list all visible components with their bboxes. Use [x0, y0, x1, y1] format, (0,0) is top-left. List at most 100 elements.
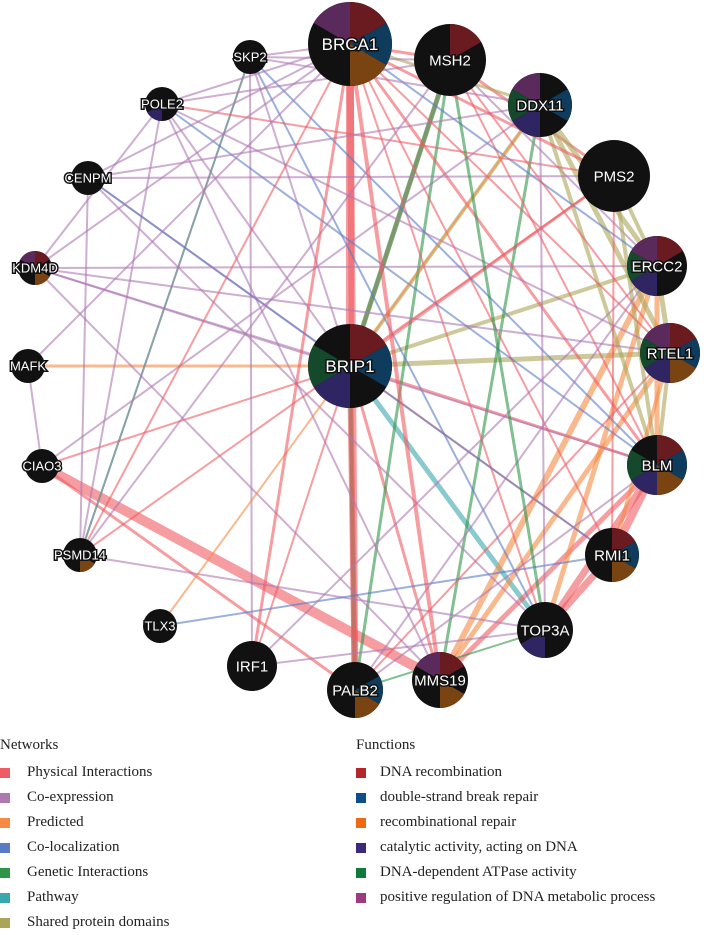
legend-label: Physical Interactions — [27, 764, 153, 780]
edge-coexpression-cenpm-psmd14 — [79, 177, 89, 556]
node-mms19[interactable]: MMS19 — [412, 652, 468, 708]
edge-coexpression-kdm4d-mms19 — [34, 267, 441, 681]
edge-coexpression-ciao3-ddx11 — [41, 104, 541, 467]
function-legend-item: DNA recombination — [356, 760, 655, 785]
edge-coexpression-cenpm-pms2 — [87, 175, 615, 179]
node-brca1[interactable]: BRCA1 — [308, 2, 393, 86]
edge-coexpression-palb2-ercc2 — [354, 265, 658, 691]
function-slice — [612, 528, 636, 555]
edge-physical-pms2-rmi1 — [611, 175, 615, 556]
edge-coexpression-kdm4d-brca1 — [34, 43, 351, 269]
node-label: DDX11 — [516, 97, 563, 114]
legend-label: catalytic activity, acting on DNA — [380, 839, 578, 855]
node-label: SKP2 — [233, 50, 266, 65]
function-slice — [440, 652, 465, 680]
edge-physical-ciao3-palb2 — [40, 464, 357, 692]
node-skp2[interactable]: SKP2 — [232, 40, 268, 74]
node-label: KDM4D — [12, 261, 58, 276]
edge-physical-mms19-blm — [437, 462, 660, 683]
color-swatch — [356, 817, 366, 828]
edge-coexpression-irf1-ercc2 — [251, 265, 658, 667]
edge-coexpression-cenpm-brca1 — [87, 43, 351, 179]
node-ercc2[interactable]: ERCC2 — [627, 236, 687, 296]
node-label: PSMD14 — [54, 548, 106, 563]
node-blm[interactable]: BLM — [627, 435, 688, 495]
function-slice — [657, 450, 688, 480]
function-slice — [612, 555, 636, 582]
edge-physical-brip1-ciao3 — [41, 365, 351, 467]
node-mafk[interactable]: MAFK — [8, 349, 48, 383]
edge-coexpression-psmd14-msh2 — [79, 59, 451, 556]
function-slice — [644, 323, 670, 353]
node-brip1[interactable]: BRIP1 — [308, 324, 392, 408]
function-slice — [520, 630, 545, 658]
edge-predicted-mms19-ercc2 — [437, 263, 660, 683]
function-slice — [657, 435, 683, 465]
edge-physical-irf1-brca1 — [250, 42, 352, 668]
function-slice — [80, 555, 95, 572]
legend-label: DNA-dependent ATPase activity — [380, 864, 577, 880]
functions-legend-title: Functions — [356, 737, 416, 753]
node-msh2[interactable]: MSH2 — [414, 24, 486, 96]
edge-physical-palb2-rtel1 — [354, 352, 671, 691]
color-swatch — [356, 792, 366, 803]
node-rmi1[interactable]: RMI1 — [585, 528, 639, 582]
node-psmd14[interactable]: PSMD14 — [52, 538, 108, 572]
networks-legend-title: Networks — [0, 737, 59, 753]
edge-coexpression-cenpm-ddx11 — [87, 104, 541, 179]
function-slice — [313, 366, 350, 408]
function-slice — [350, 44, 387, 86]
node-label: MMS19 — [414, 672, 466, 689]
legend-label: double-strand break repair — [380, 789, 539, 805]
node-pole2[interactable]: POLE2 — [140, 87, 184, 121]
edge-coexpression-kdm4d-ercc2 — [34, 265, 658, 269]
edge-physical-msh2-rtel1 — [449, 59, 671, 354]
function-slice — [450, 24, 482, 60]
color-swatch — [0, 842, 10, 853]
legend-label: Co-expression — [27, 789, 114, 805]
function-slice — [350, 324, 387, 366]
edge-physical-psmd14-brca1 — [79, 43, 351, 556]
node-label: PALB2 — [332, 682, 378, 699]
edge-coexpression-cenpm-top3a — [87, 177, 546, 631]
function-legend-item: recombinational repair — [356, 810, 655, 835]
node-palb2[interactable]: PALB2 — [327, 662, 384, 718]
node-label: ERCC2 — [632, 258, 683, 275]
functions-legend: Functions DNA recombination double-strand… — [356, 737, 655, 910]
node-cenpm[interactable]: CENPM — [63, 161, 113, 195]
function-slice — [512, 73, 540, 105]
network-legend-item: Shared protein domains — [0, 910, 169, 935]
networks-legend: Networks Physical Interactions Co-express… — [0, 737, 169, 935]
nodes-layer: BRCA1 MSH2 DDX11 PMS2 ERCC2 RTEL1 BLM RMI1 TOP3A… — [8, 2, 701, 718]
function-slice — [612, 541, 639, 569]
function-slice — [627, 450, 657, 480]
node-rtel1[interactable]: RTEL1 — [640, 323, 701, 383]
legend-label: recombinational repair — [380, 814, 517, 830]
edge-genetic-mms19-ddx11 — [438, 103, 542, 682]
legend-label: Predicted — [27, 814, 84, 830]
edge-physical-msh2-blm — [449, 59, 658, 466]
function-slice — [627, 251, 657, 281]
node-irf1[interactable]: IRF1 — [227, 641, 277, 691]
edge-coexpression-pole2-mms19 — [161, 103, 441, 681]
node-tlx3[interactable]: TLX3 — [143, 609, 177, 643]
edge-coexpression-palb2-blm — [354, 464, 658, 691]
network-legend-item: Physical Interactions — [0, 760, 169, 785]
node-label: BLM — [642, 457, 673, 474]
function-slice — [35, 268, 50, 285]
edge-coexpression-ddx11-top3a — [539, 104, 546, 631]
network-legend-item: Co-localization — [0, 835, 169, 860]
color-swatch — [0, 767, 10, 778]
node-ciao3[interactable]: CIAO3 — [21, 449, 63, 483]
edge-coexpression-mafk-brca1 — [27, 43, 351, 367]
node-pms2[interactable]: PMS2 — [578, 140, 650, 212]
legend-label: Shared protein domains — [27, 914, 170, 930]
function-slice — [631, 465, 657, 495]
node-top3a[interactable]: TOP3A — [517, 602, 573, 658]
color-swatch — [356, 842, 366, 853]
color-swatch — [0, 792, 10, 803]
function-slice — [147, 104, 162, 121]
node-kdm4d[interactable]: KDM4D — [11, 251, 59, 285]
node-ddx11[interactable]: DDX11 — [508, 73, 573, 137]
function-slice — [308, 345, 350, 387]
